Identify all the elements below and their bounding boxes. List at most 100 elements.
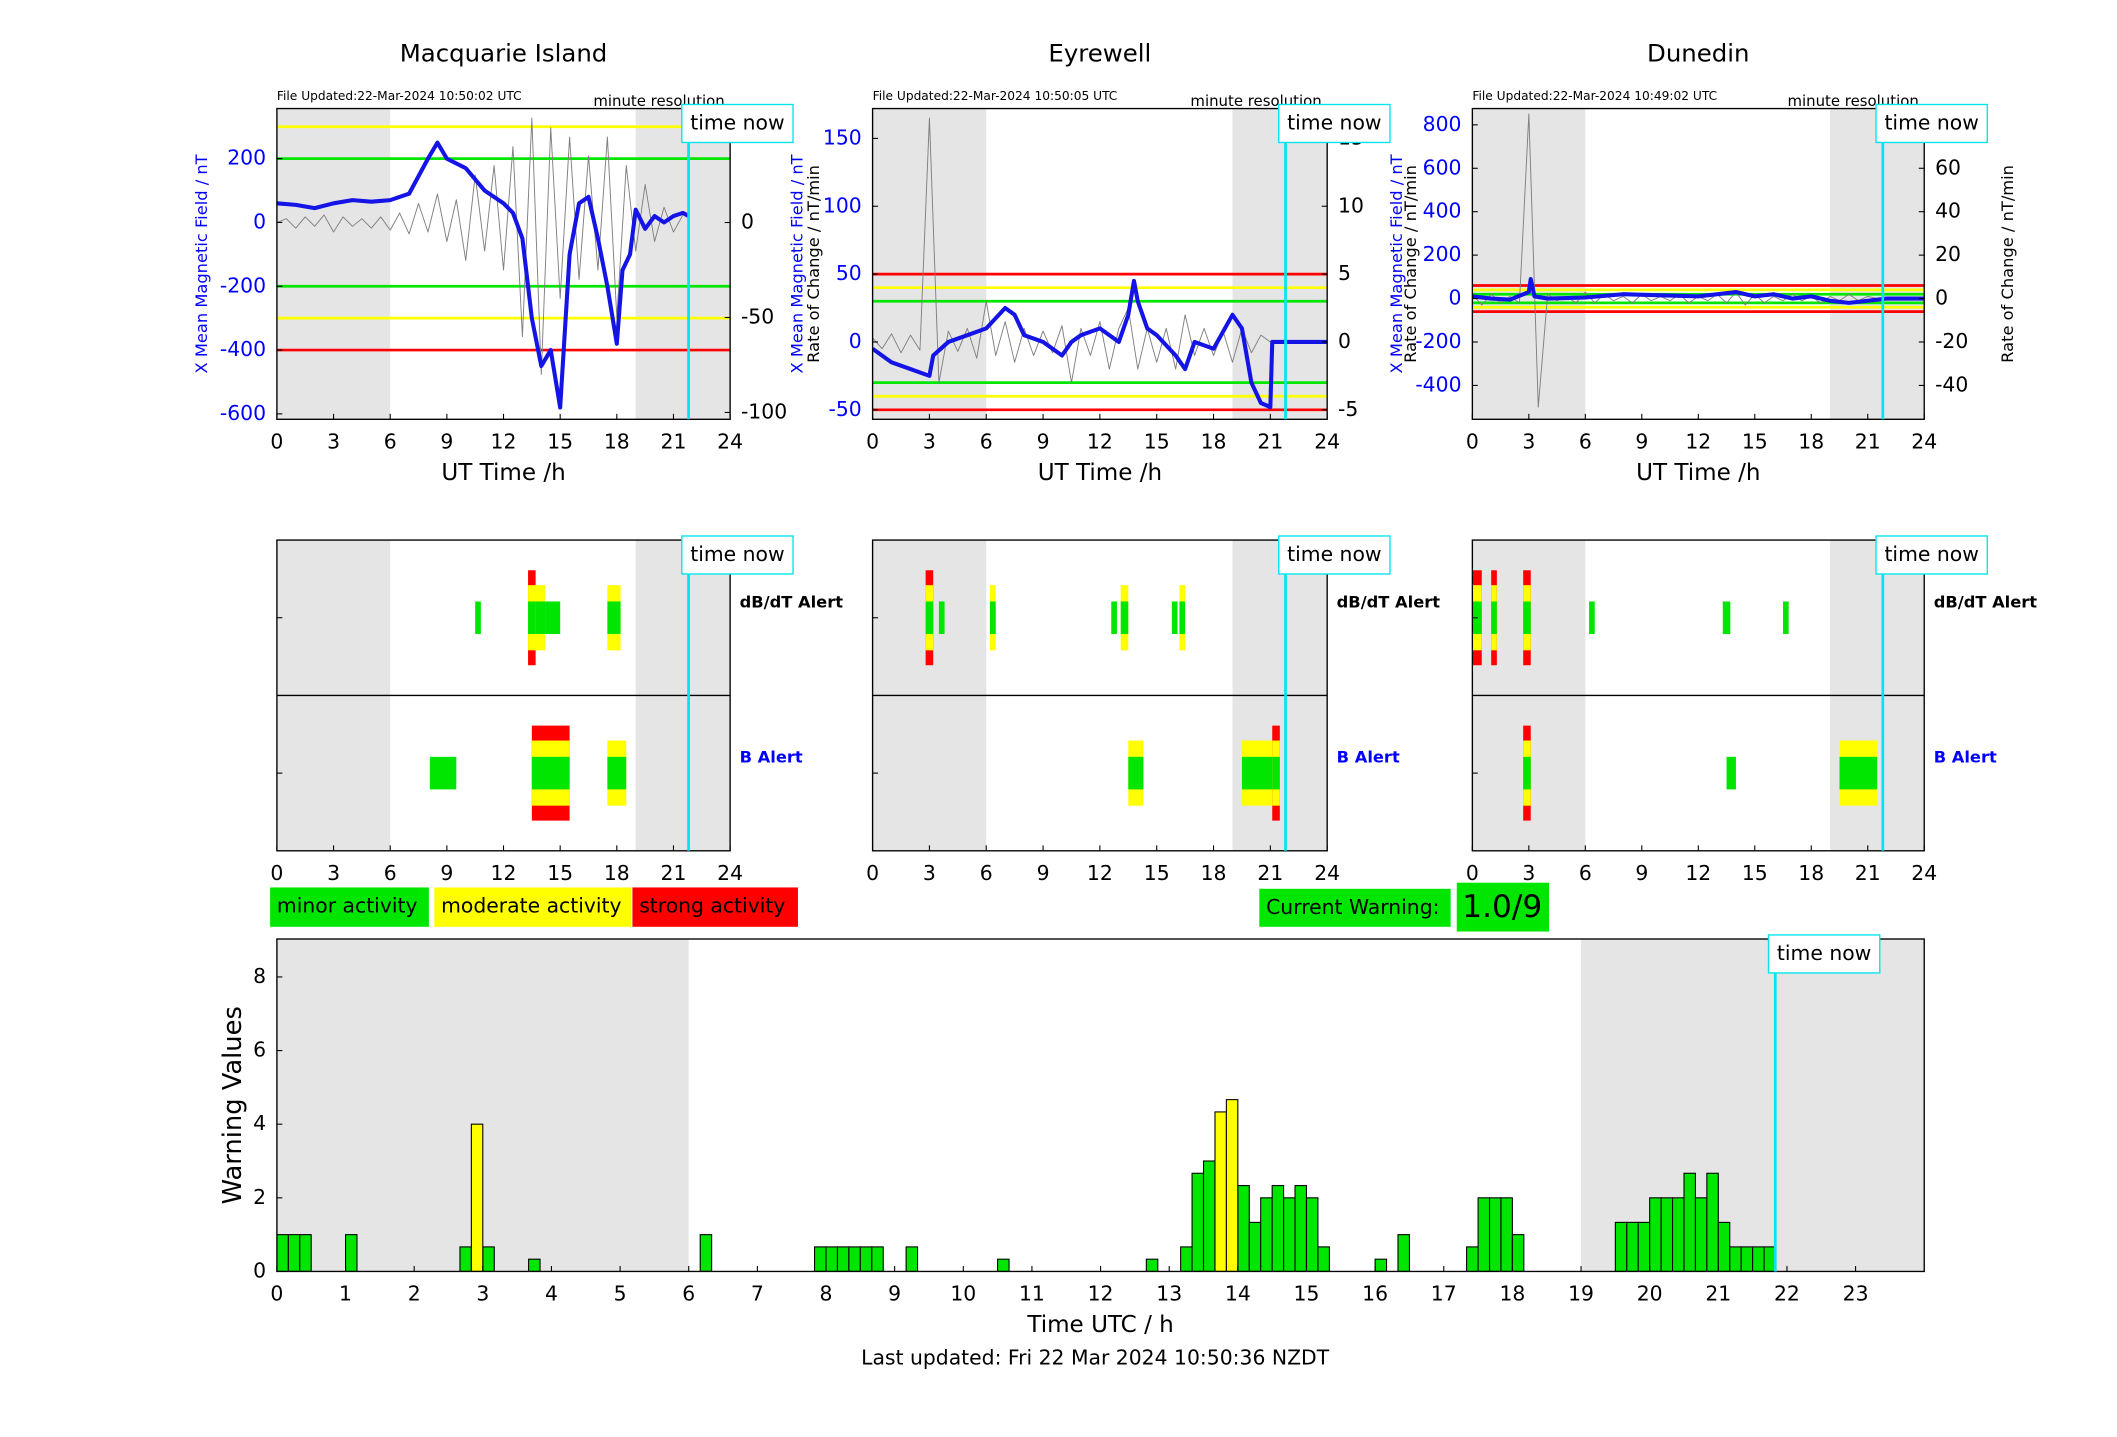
plot-area [872, 108, 1328, 420]
panel-title: Eyrewell [1048, 38, 1151, 67]
current-warning-box [1259, 888, 1451, 927]
time-now-label: time now [1777, 941, 1871, 965]
panel: 03691215182124-600-400-2000200-100-50050… [192, 38, 823, 486]
x-tick-label: 21 [1855, 861, 1881, 885]
y2-tick-label: -50 [741, 304, 774, 328]
y-tick-label: -50 [829, 397, 862, 421]
file-updated: File Updated:22-Mar-2024 10:50:05 UTC [873, 89, 1118, 103]
y-tick-label: 0 [253, 1258, 266, 1282]
y2-axis-label: Rate of Change / nT/min [1998, 165, 2017, 363]
warning-bar [699, 1234, 713, 1272]
axes-box [871, 107, 1328, 420]
time-now-box [681, 103, 794, 144]
warning-bar [1626, 1221, 1639, 1272]
alert-block [1783, 601, 1789, 635]
x-tick-label: 21 [1257, 861, 1283, 885]
x-tick-label: 15 [547, 861, 573, 885]
y2-tick-label: 40 [1935, 199, 1961, 223]
warning-bar [905, 1246, 919, 1272]
night-shade [1472, 108, 1586, 420]
axes-box [1471, 107, 1925, 420]
y2-tick-label: 0 [741, 210, 754, 234]
x-axis-label: Time UTC / h [1026, 1312, 1173, 1338]
warning-bar [1637, 1221, 1651, 1272]
legend-swatch [270, 887, 429, 927]
current-warning-value: 1.0/9 [1462, 889, 1542, 925]
alert-label: B Alert [1934, 748, 1997, 767]
time-now-box [1278, 103, 1391, 144]
x-tick-label: 20 [1637, 1282, 1663, 1306]
warning-bar [1488, 1197, 1502, 1272]
x-tick-label: 13 [1156, 1282, 1182, 1306]
warning-bar [1477, 1197, 1491, 1272]
y-tick-label: 0 [253, 209, 266, 233]
x-tick-label: 3 [327, 429, 340, 453]
alert-label: dB/dT Alert [1934, 592, 2038, 611]
alert-block [1171, 601, 1178, 635]
warning-bar [470, 1123, 484, 1272]
warning-bar [1500, 1197, 1513, 1272]
x-tick-label: 21 [1855, 429, 1881, 453]
legend-label: strong activity [639, 893, 785, 917]
x-tick-label: 0 [270, 429, 283, 453]
y-axis-label: Warning Values [218, 1006, 248, 1204]
time-now-box [681, 535, 794, 575]
y-tick-label: -400 [220, 337, 266, 361]
y-tick-label: 4 [253, 1111, 266, 1135]
x-tick-label: 18 [1201, 861, 1227, 885]
panel: 0 1 2 3 4 5 6 7 8 9 10 11 12 13 14 15 16 17 18 19 20 21 22 2302… [218, 934, 1925, 1338]
x-tick-label: 24 [1314, 861, 1340, 885]
field-line [1472, 276, 1925, 305]
x-tick-label: 21 [661, 429, 687, 453]
x-tick-label: 24 [1314, 429, 1340, 453]
y-tick-label: 6 [253, 1038, 266, 1062]
x-tick-label: 9 [440, 429, 453, 453]
warning-bar [276, 1234, 289, 1272]
warning-bar [825, 1246, 838, 1272]
time-now-box [1767, 934, 1881, 974]
x-tick-label: 14 [1225, 1282, 1251, 1306]
axes-box [1471, 539, 1925, 852]
warning-bar [1694, 1197, 1708, 1272]
y-tick-label: 200 [227, 146, 266, 170]
alert-block [1179, 601, 1186, 635]
y-tick-label: 200 [1423, 242, 1462, 266]
x-tick-label: 3 [1522, 429, 1535, 453]
y2-axis-label: Rate of Change / nT/min [1401, 165, 1420, 363]
x-tick-label: 9 [888, 1282, 901, 1306]
warning-bar [1283, 1197, 1296, 1272]
x-tick-label: 6 [1579, 429, 1592, 453]
x-tick-label: 0 [1466, 429, 1479, 453]
alert-block [1523, 756, 1531, 790]
x-tick-label: 24 [1911, 429, 1937, 453]
warning-bar [299, 1234, 312, 1272]
alert-block [1726, 756, 1736, 790]
alert-label: B Alert [1337, 748, 1400, 767]
y-tick-label: 100 [823, 193, 862, 217]
plot-area [1472, 108, 1925, 420]
warning-bar [528, 1258, 541, 1272]
panel: 0 3 6 9 12 15 18 21 24-400-2000200400600800-40-2… [1387, 38, 2017, 486]
x-tick-label: 19 [1568, 1282, 1594, 1306]
x-tick-label: 0 [866, 429, 879, 453]
rate-line [872, 117, 1271, 384]
warning-bar [1717, 1221, 1731, 1272]
x-tick-label: 15 [1144, 861, 1170, 885]
time-now-box [1875, 103, 1988, 144]
alert-label: B Alert [740, 748, 803, 767]
x-tick-label: 3 [923, 429, 936, 453]
warning-bar [287, 1234, 301, 1272]
alert-block [607, 756, 627, 790]
x-tick-label: 21 [661, 861, 687, 885]
current-warning-value-box [1455, 881, 1551, 933]
warning-bar [836, 1246, 850, 1272]
warning-bar [1660, 1197, 1674, 1272]
field-line [872, 278, 1328, 410]
legend-label: minor activity [277, 893, 418, 917]
warning-bar [1145, 1258, 1159, 1272]
alert-block [1722, 601, 1731, 635]
alert-block [1128, 756, 1144, 790]
alert-block [475, 601, 481, 635]
axes-box [276, 938, 1925, 1273]
x-tick-label: 18 [1499, 1282, 1525, 1306]
